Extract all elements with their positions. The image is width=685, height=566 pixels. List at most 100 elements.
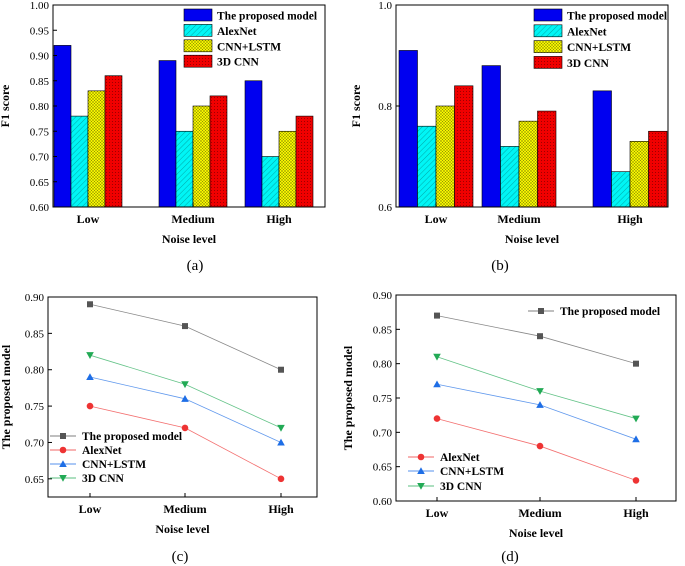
legend-swatch-b-the-proposed-model xyxy=(533,8,563,22)
caption-d: (d) xyxy=(501,549,519,565)
point-d-cnn-lstm-high xyxy=(632,435,640,443)
y-tick-label-d: 0.70 xyxy=(373,427,393,439)
y-tick-label-c: 0.75 xyxy=(25,401,45,413)
y-tick-label-a: 0.60 xyxy=(30,202,50,214)
y-tick-label-d: 0.80 xyxy=(373,359,393,371)
y-tick-label-a: 0.85 xyxy=(30,76,50,88)
y-tick-label-a: 0.75 xyxy=(30,126,50,138)
point-c-cnn-lstm-medium xyxy=(181,395,189,402)
y-tick-label-a: 0.80 xyxy=(30,101,50,113)
point-d-3d-cnn-high xyxy=(632,415,640,423)
point-d-3d-cnn-medium xyxy=(536,388,544,395)
line-d-3d-cnn xyxy=(436,356,637,419)
line-c-3d-cnn xyxy=(89,354,282,429)
line-d-cnn-lstm xyxy=(436,383,637,440)
point-d-alexnet-low xyxy=(433,415,441,422)
point-d-cnn-lstm-medium xyxy=(536,401,544,408)
legend-label-c-the-proposed-model: The proposed model xyxy=(82,431,182,443)
x-axis-label-d: Noise level xyxy=(509,526,564,540)
y-tick-label-b: 0.8 xyxy=(378,101,392,113)
point-c-the-proposed-model-medium xyxy=(182,323,188,330)
x-tick-label-c: High xyxy=(268,502,294,516)
y-axis-label-d: The proposed model xyxy=(341,345,355,450)
y-tick-label-d: 0.90 xyxy=(373,290,393,302)
bar-a-the-proposed-model-high xyxy=(244,80,263,208)
chart-c: 0.65 0.70 0.75 0.80 0.85 0.90 The proposed mod… xyxy=(0,292,318,536)
legend-marker-c-the-proposed-model xyxy=(60,433,66,439)
plot-frame-c xyxy=(47,296,318,498)
y-axis-label-a: F1 score xyxy=(0,84,12,127)
point-c-alexnet-low xyxy=(86,402,94,410)
y-tick-label-d: 0.60 xyxy=(373,496,393,508)
x-axis-label-a: Noise level xyxy=(162,232,217,246)
y-tick-label-a: 1.00 xyxy=(30,0,50,12)
bar-b-the-proposed-model-low xyxy=(398,50,418,208)
y-tick-label-c: 0.70 xyxy=(25,437,45,449)
line-d-the-proposed-model xyxy=(436,315,637,365)
legend-label-b-cnn-lstm: CNN+LSTM xyxy=(567,42,631,54)
legend-label-a-cnn-lstm: CNN+LSTM xyxy=(217,41,281,53)
legend-label-b-the-proposed-model: The proposed model xyxy=(567,11,667,23)
point-c-3d-cnn-high xyxy=(277,424,285,432)
chart-a: 0.60 0.65 0.70 0.75 0.80 0.85 0.90 0.95 1.00 F1 s… xyxy=(0,0,326,246)
bar-a-the-proposed-model-low xyxy=(53,45,72,208)
x-tick-label-b: Low xyxy=(425,212,448,226)
bar-a-the-proposed-model-medium xyxy=(158,60,177,208)
legend-label-a-alexnet: AlexNet xyxy=(217,26,257,38)
point-c-3d-cnn-medium xyxy=(181,381,189,389)
caption-b: (b) xyxy=(491,258,509,274)
y-tick-label-d: 0.85 xyxy=(373,324,393,336)
legend-label-a-3d-cnn: 3D CNN xyxy=(217,57,260,69)
x-tick-label-b: Medium xyxy=(497,212,540,226)
point-d-the-proposed-model-low xyxy=(434,312,440,319)
y-tick-label-c: 0.90 xyxy=(25,292,45,304)
legend-label-c-alexnet: AlexNet xyxy=(82,445,122,457)
x-tick-label-b: High xyxy=(617,212,643,226)
x-tick-label-a: High xyxy=(266,212,292,226)
point-d-the-proposed-model-high xyxy=(633,360,639,367)
legend-label-d-3d-cnn: 3D CNN xyxy=(440,481,483,493)
y-tick-label-c: 0.65 xyxy=(25,474,45,486)
point-d-cnn-lstm-low xyxy=(433,380,441,388)
legend-label-d-alexnet: AlexNet xyxy=(440,452,480,464)
y-tick-label-d: 0.75 xyxy=(373,393,393,405)
caption-a: (a) xyxy=(187,258,204,274)
legend-marker-d-cnn-lstm xyxy=(417,467,425,474)
bar-b-the-proposed-model-high xyxy=(592,90,612,208)
x-tick-label-d: Medium xyxy=(518,506,561,520)
x-tick-label-d: Low xyxy=(426,506,449,520)
y-axis-label-c: The proposed model xyxy=(0,344,13,449)
y-tick-label-c: 0.80 xyxy=(25,365,45,377)
x-tick-label-a: Low xyxy=(77,212,100,226)
point-c-the-proposed-model-low xyxy=(87,301,93,308)
y-tick-label-b: 1.0 xyxy=(378,0,392,12)
x-axis-label-b: Noise level xyxy=(505,232,560,246)
point-c-the-proposed-model-high xyxy=(278,366,284,373)
x-tick-label-a: Medium xyxy=(171,212,214,226)
legend-marker-d-alexnet xyxy=(417,453,425,461)
point-c-cnn-lstm-low xyxy=(86,373,94,380)
point-c-cnn-lstm-high xyxy=(277,438,285,446)
legend-marker-d-3d-cnn xyxy=(417,483,425,490)
legend-label-d-the-proposed-model: The proposed model xyxy=(560,306,660,318)
point-d-alexnet-medium xyxy=(536,442,544,450)
y-axis-label-b: F1 score xyxy=(349,84,363,127)
legend-label-c-3d-cnn: 3D CNN xyxy=(82,473,125,485)
legend-label-b-3d-cnn: 3D CNN xyxy=(567,58,610,70)
y-tick-label-b: 0.6 xyxy=(378,202,392,214)
point-d-the-proposed-model-medium xyxy=(537,333,543,340)
legend-label-d-cnn-lstm: CNN+LSTM xyxy=(440,466,504,478)
legend-marker-c-3d-cnn xyxy=(59,475,67,482)
y-tick-label-a: 0.70 xyxy=(30,152,50,164)
legend-label-b-alexnet: AlexNet xyxy=(567,26,607,38)
x-tick-label-c: Low xyxy=(79,502,102,516)
chart-b: 0.6 0.8 1.0 F1 score Low Medium High Noise leve… xyxy=(349,0,669,246)
legend-label-a-the-proposed-model: The proposed model xyxy=(217,11,317,23)
legend-marker-d-the-proposed-model xyxy=(538,308,544,314)
y-tick-label-a: 0.90 xyxy=(30,51,50,63)
line-c-the-proposed-model xyxy=(89,303,282,371)
y-tick-label-d: 0.65 xyxy=(373,462,393,474)
point-c-alexnet-high xyxy=(277,475,285,483)
legend-marker-c-alexnet xyxy=(59,446,67,454)
